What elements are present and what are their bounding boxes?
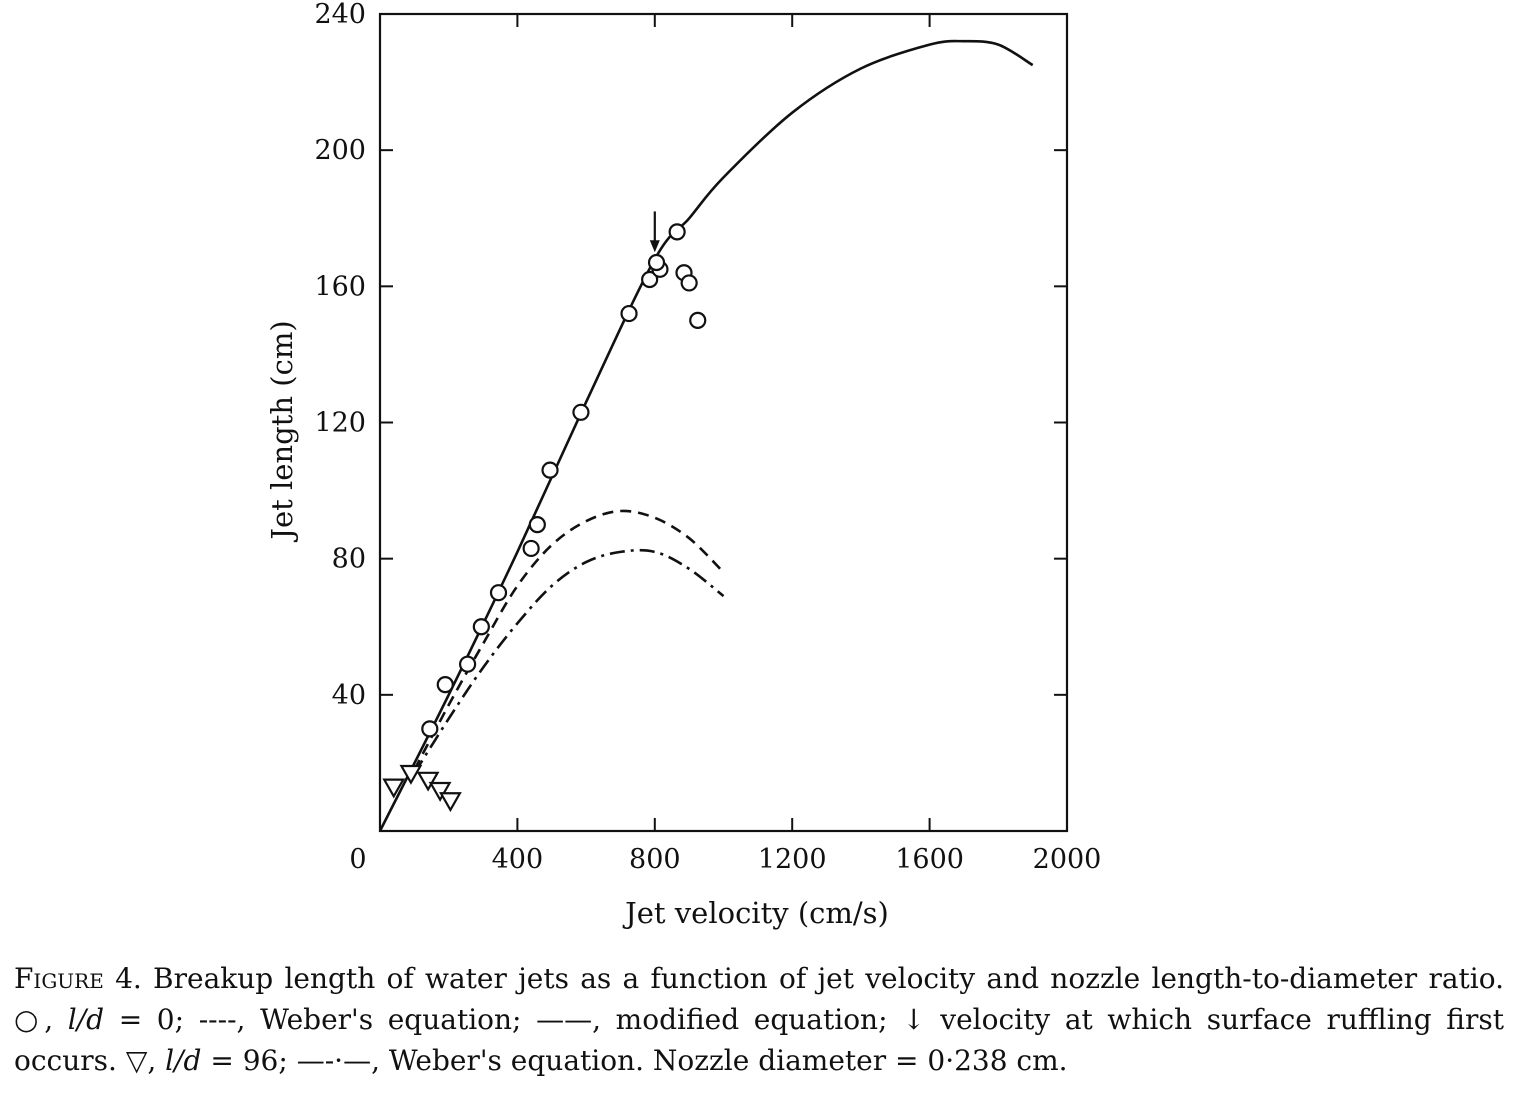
caption-text-1: Breakup length of water jets as a functi…: [141, 962, 1504, 995]
x-tick-label: 400: [492, 844, 544, 875]
y-tick-label: 200: [314, 135, 366, 166]
circle-point: [641, 270, 659, 289]
y-tick-label: 160: [314, 271, 366, 302]
weber-curve-ld0: [413, 509, 725, 771]
plot-frame: [378, 12, 1069, 833]
curves: [378, 39, 1034, 832]
circle-point: [689, 311, 707, 329]
x-tick-label: 1600: [895, 844, 964, 875]
caption-eq-zero: = 0;: [104, 1003, 199, 1036]
caption-arrow-text: velocity at which surface ruffling first…: [14, 1003, 1504, 1077]
circle-point: [421, 720, 439, 738]
caption-webers-2: , Weber's equation. Nozzle diameter = 0·…: [371, 1044, 1068, 1077]
ld-variable: l/d: [67, 1003, 105, 1036]
dashdot-key: —-·—: [296, 1044, 372, 1077]
caption-sep-2: ,: [147, 1044, 166, 1077]
circle-point: [647, 253, 666, 272]
figure-caption: Figure 4. Breakup length of water jets a…: [14, 958, 1504, 1081]
y-tick-label: 40: [332, 680, 366, 711]
x-tick-label: 0: [349, 844, 366, 875]
x-axis-title: Jet velocity (cm/s): [622, 896, 889, 930]
circle-point: [620, 304, 638, 323]
tick-labels: 0 400 800 1200 1600 2000 40 80 120 160 200 240: [314, 0, 1101, 875]
triangle-symbol: ▽: [125, 1044, 148, 1077]
circle-point: [458, 655, 477, 673]
caption-eq-96: = 96;: [201, 1044, 297, 1077]
circle-symbol: ○: [14, 1003, 45, 1036]
x-tick-label: 1200: [758, 844, 827, 875]
figure-label: Figure 4.: [14, 962, 142, 995]
caption-sep-1: ,: [44, 1003, 68, 1036]
circle-point: [668, 223, 686, 241]
triangle-point: [428, 781, 452, 802]
caption-modified: , modified equation;: [592, 1003, 903, 1036]
solid-key: ——: [536, 1003, 593, 1036]
x-tick-label: 2000: [1033, 844, 1102, 875]
circle-point: [472, 618, 490, 636]
y-tick-label: 80: [332, 544, 366, 575]
y-axis-title: Jet length (cm): [265, 320, 299, 542]
caption-webers-1: , Weber's equation;: [236, 1003, 537, 1036]
y-tick-label: 240: [314, 0, 366, 30]
arrow-symbol: ↓: [902, 1003, 926, 1036]
x-tick-label: 800: [629, 844, 681, 875]
triangle-point: [399, 764, 423, 785]
circle-point: [572, 403, 590, 421]
modified-equation-curve: [378, 39, 1034, 832]
annotations: [649, 211, 660, 253]
circle-point: [680, 274, 698, 292]
triangle-point: [416, 771, 440, 792]
circle-point: [489, 584, 508, 602]
triangle-point: [382, 778, 406, 799]
circle-point: [436, 676, 454, 694]
ruffling-arrow: [649, 211, 660, 253]
weber-curve-ld96: [413, 548, 725, 774]
circle-point: [541, 461, 559, 479]
circle-point: [522, 539, 540, 558]
chart: 0 400 800 1200 1600 2000 40 80 120 160 200 240 Jet …: [265, 0, 1101, 930]
data-markers: [382, 223, 707, 813]
circle-point: [528, 516, 546, 534]
axis-ticks: [380, 14, 1067, 831]
ld-variable-2: l/d: [165, 1044, 202, 1077]
y-tick-label: 120: [314, 408, 366, 439]
dashed-key: ----: [198, 1003, 237, 1036]
triangle-point: [439, 792, 462, 813]
